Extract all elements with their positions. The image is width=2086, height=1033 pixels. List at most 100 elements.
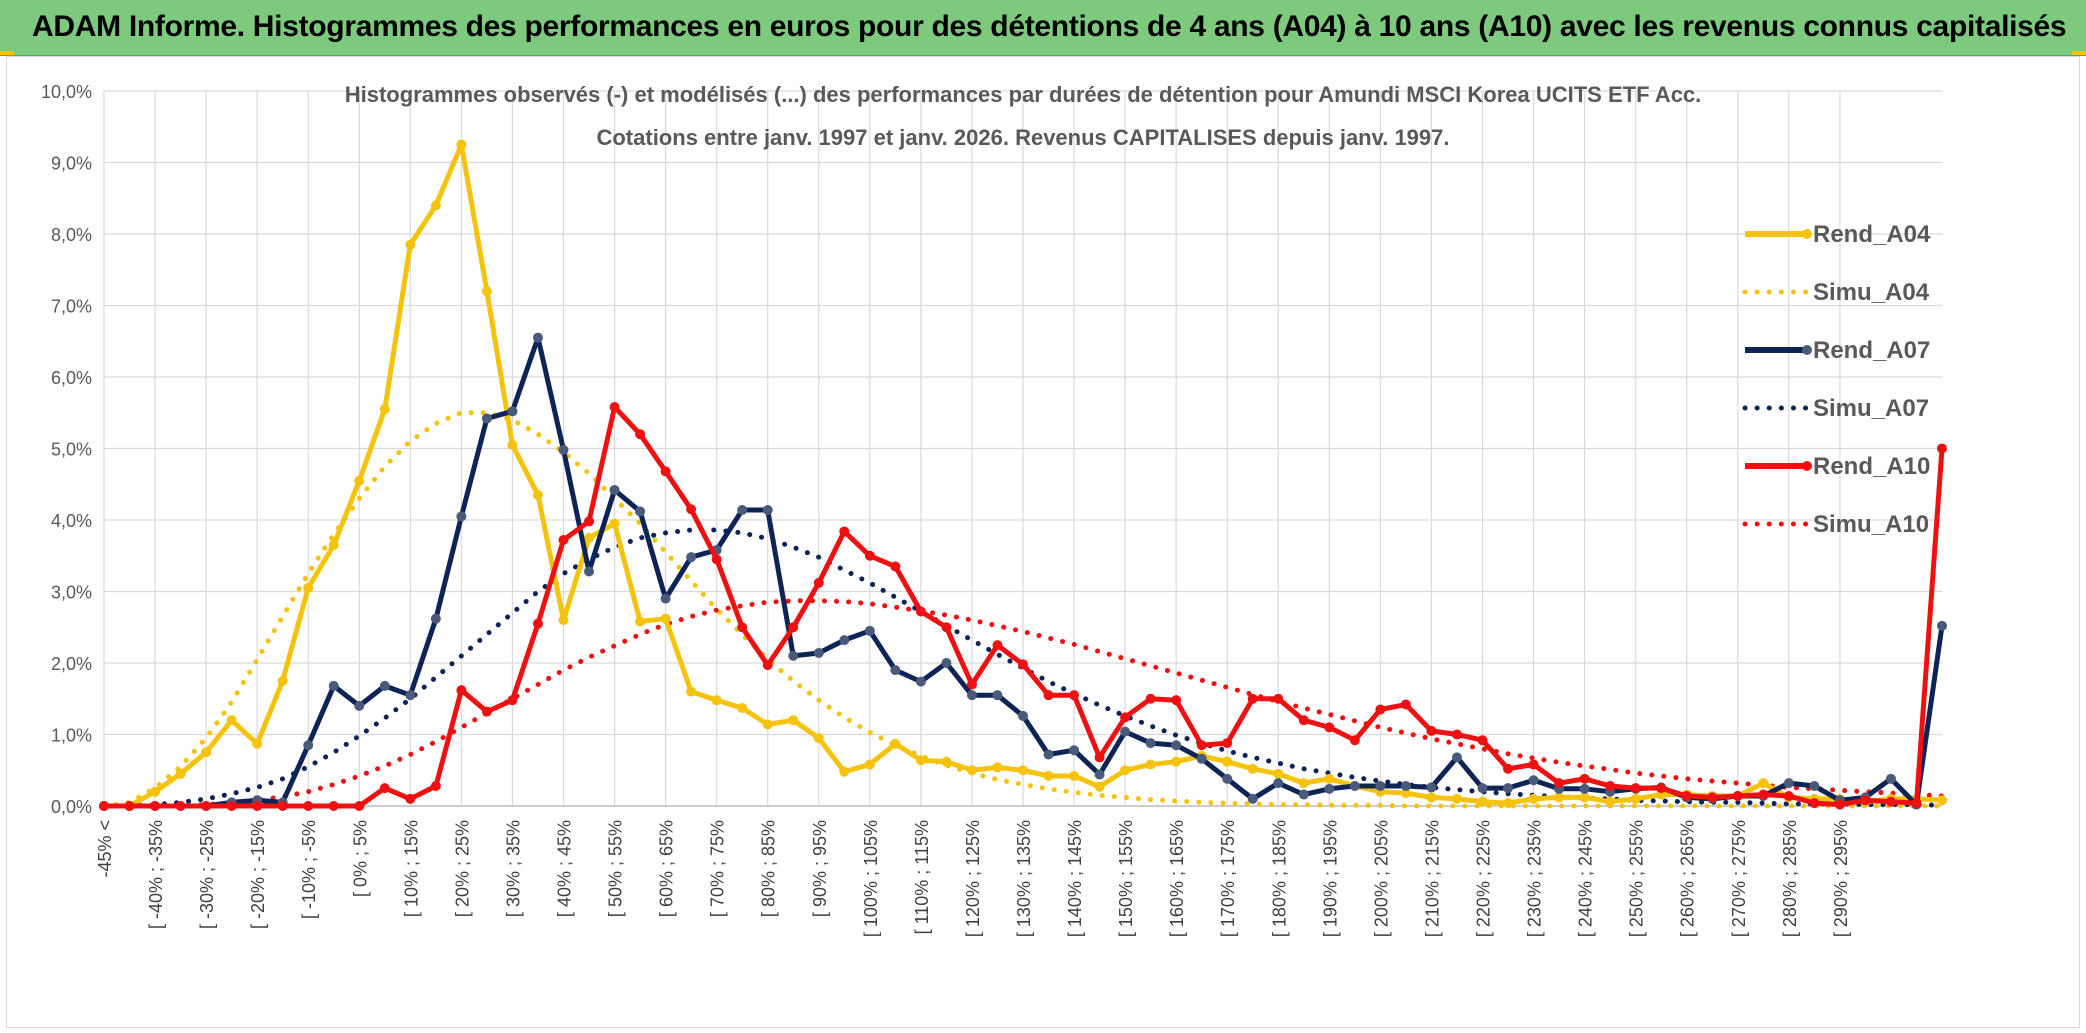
legend-item-rend-a10: Rend_A10 xyxy=(1745,453,1930,480)
data-point xyxy=(890,561,901,572)
series-rend-a10 xyxy=(99,402,1947,811)
data-point xyxy=(788,622,799,633)
x-tick-label: [ 280% ; 285% xyxy=(1780,820,1800,937)
data-point xyxy=(660,593,671,604)
data-point xyxy=(405,793,416,804)
data-point xyxy=(1222,738,1233,749)
data-point xyxy=(686,552,697,563)
data-point xyxy=(941,658,952,668)
x-tick-label: [ 10% ; 15% xyxy=(401,820,421,917)
data-point xyxy=(813,647,824,658)
legend-marker xyxy=(1802,229,1812,239)
data-point xyxy=(328,680,339,691)
data-point xyxy=(788,715,799,726)
data-point xyxy=(992,690,1003,701)
data-point xyxy=(1094,769,1105,780)
data-point xyxy=(1120,726,1131,737)
y-tick-label: 0,0% xyxy=(51,797,92,817)
data-point xyxy=(609,484,620,495)
data-point xyxy=(201,801,212,811)
x-tick-label: [ 250% ; 255% xyxy=(1627,820,1647,937)
x-tick-label: [ 180% ; 185% xyxy=(1269,820,1289,937)
data-point xyxy=(1426,782,1437,793)
x-tick-label: [ 120% ; 125% xyxy=(963,820,983,937)
data-point xyxy=(762,504,773,515)
data-point xyxy=(635,506,646,517)
data-point xyxy=(1758,789,1769,800)
legend-item-simu-a04: Simu_A04 xyxy=(1742,279,1930,306)
data-point xyxy=(252,801,263,811)
data-point xyxy=(1656,783,1667,794)
data-point xyxy=(1834,799,1845,810)
y-tick-label: 9,0% xyxy=(51,154,92,174)
data-point xyxy=(1911,798,1922,809)
data-point xyxy=(1681,790,1692,801)
data-point xyxy=(1349,735,1360,746)
data-point xyxy=(1375,704,1386,715)
data-point xyxy=(762,660,773,671)
data-point xyxy=(201,747,212,758)
data-point xyxy=(1273,778,1284,789)
data-point xyxy=(481,286,492,297)
data-point xyxy=(1630,783,1641,794)
data-point xyxy=(379,680,390,691)
x-axis-ticks: -45% < [ -40% ; -35% [ -30% ; -25% [ -20% ;… xyxy=(95,820,1851,937)
data-point xyxy=(1605,796,1616,807)
data-point xyxy=(1171,695,1182,706)
data-point xyxy=(737,622,748,633)
data-point xyxy=(1477,796,1488,807)
data-point xyxy=(1860,795,1871,806)
x-tick-label: [ 160% ; 165% xyxy=(1167,820,1187,937)
data-point xyxy=(1196,740,1207,751)
line-chart: 0,0% 1,0% 2,0% 3,0% 4,0% 5,0% 6,0% 7,0% 8,0% 9,0%… xyxy=(41,82,1947,937)
legend-marker xyxy=(1802,345,1812,355)
data-point xyxy=(813,733,824,744)
data-point xyxy=(1503,798,1514,809)
data-point xyxy=(1630,793,1641,804)
data-point xyxy=(124,801,135,811)
data-point xyxy=(175,801,186,811)
data-point xyxy=(1426,792,1437,803)
data-point xyxy=(1400,780,1411,791)
data-point xyxy=(992,640,1003,651)
data-point xyxy=(303,740,314,751)
data-point xyxy=(1018,659,1028,670)
data-point xyxy=(1579,783,1590,794)
data-point xyxy=(1196,753,1207,764)
data-point xyxy=(379,404,390,415)
data-point xyxy=(1579,792,1590,803)
y-tick-label: 6,0% xyxy=(51,368,92,388)
data-point xyxy=(405,690,416,701)
legend-item-simu-a07: Simu_A07 xyxy=(1742,395,1929,422)
data-point xyxy=(175,768,186,779)
data-point xyxy=(864,759,875,770)
x-tick-label: [ 150% ; 155% xyxy=(1116,820,1136,937)
data-point xyxy=(1222,773,1233,784)
data-point xyxy=(788,650,799,661)
data-point xyxy=(864,550,875,561)
series-line-simu-a10 xyxy=(101,598,1945,809)
data-point xyxy=(1503,783,1514,794)
data-point xyxy=(915,606,926,617)
data-point xyxy=(1783,790,1794,801)
data-point xyxy=(915,755,926,766)
y-tick-label: 4,0% xyxy=(51,511,92,531)
series-line-simu-a04 xyxy=(101,410,1945,809)
y-tick-label: 7,0% xyxy=(51,297,92,317)
data-point xyxy=(1069,770,1080,781)
x-tick-label: [ -10% ; -5% xyxy=(299,820,319,919)
data-point xyxy=(1247,693,1258,704)
data-point xyxy=(532,489,543,500)
data-point xyxy=(660,613,671,624)
data-point xyxy=(1222,756,1233,767)
data-point xyxy=(915,676,926,687)
data-point xyxy=(303,801,314,811)
data-point xyxy=(1094,752,1105,763)
data-point xyxy=(1707,792,1718,803)
data-point xyxy=(1579,773,1590,784)
data-point xyxy=(99,801,109,811)
data-point xyxy=(456,685,467,696)
data-point xyxy=(1554,778,1565,789)
data-point xyxy=(1937,443,1947,454)
data-point xyxy=(150,786,161,797)
